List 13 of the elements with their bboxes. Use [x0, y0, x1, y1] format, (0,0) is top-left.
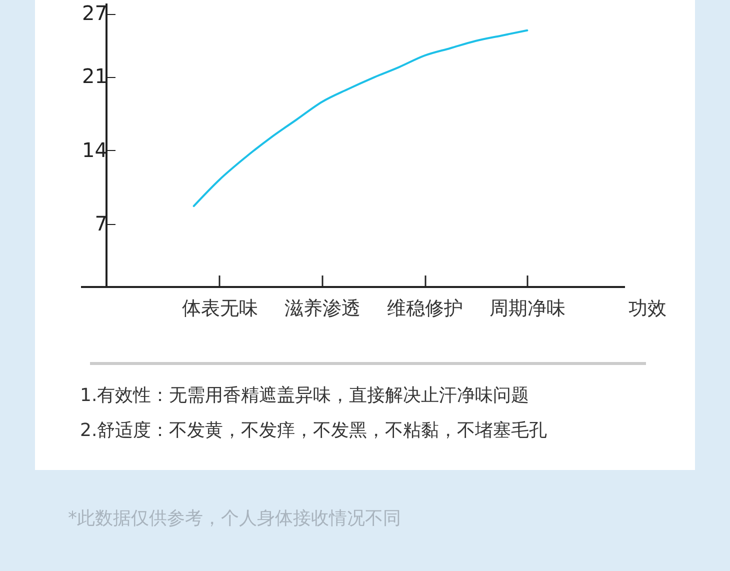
y-tick-label: 14 — [82, 138, 108, 162]
x-axis-title: 功效 — [628, 298, 666, 320]
text: 1.有效性：无需用香精遮盖异味，直接解决止汗净味问题 — [80, 384, 530, 407]
x-tick-label: 体表无味 — [182, 298, 258, 320]
x-tick-label: 维稳修护 — [387, 298, 464, 320]
line-series — [192, 29, 528, 208]
y-tick-label: 27 — [82, 1, 108, 26]
x-tick-label: 周期净味 — [490, 298, 566, 320]
text: 2.舒适度：不发黄，不发痒，不发黑，不粘黏，不堵塞毛孔 — [80, 419, 548, 442]
y-tick-label: 21 — [82, 64, 108, 88]
text: *此数据仅供参考，个人身体接收情况不同 — [68, 507, 401, 530]
y-tick-label: 7 — [94, 211, 108, 236]
x-tick-label: 滋养渗透 — [284, 298, 361, 320]
